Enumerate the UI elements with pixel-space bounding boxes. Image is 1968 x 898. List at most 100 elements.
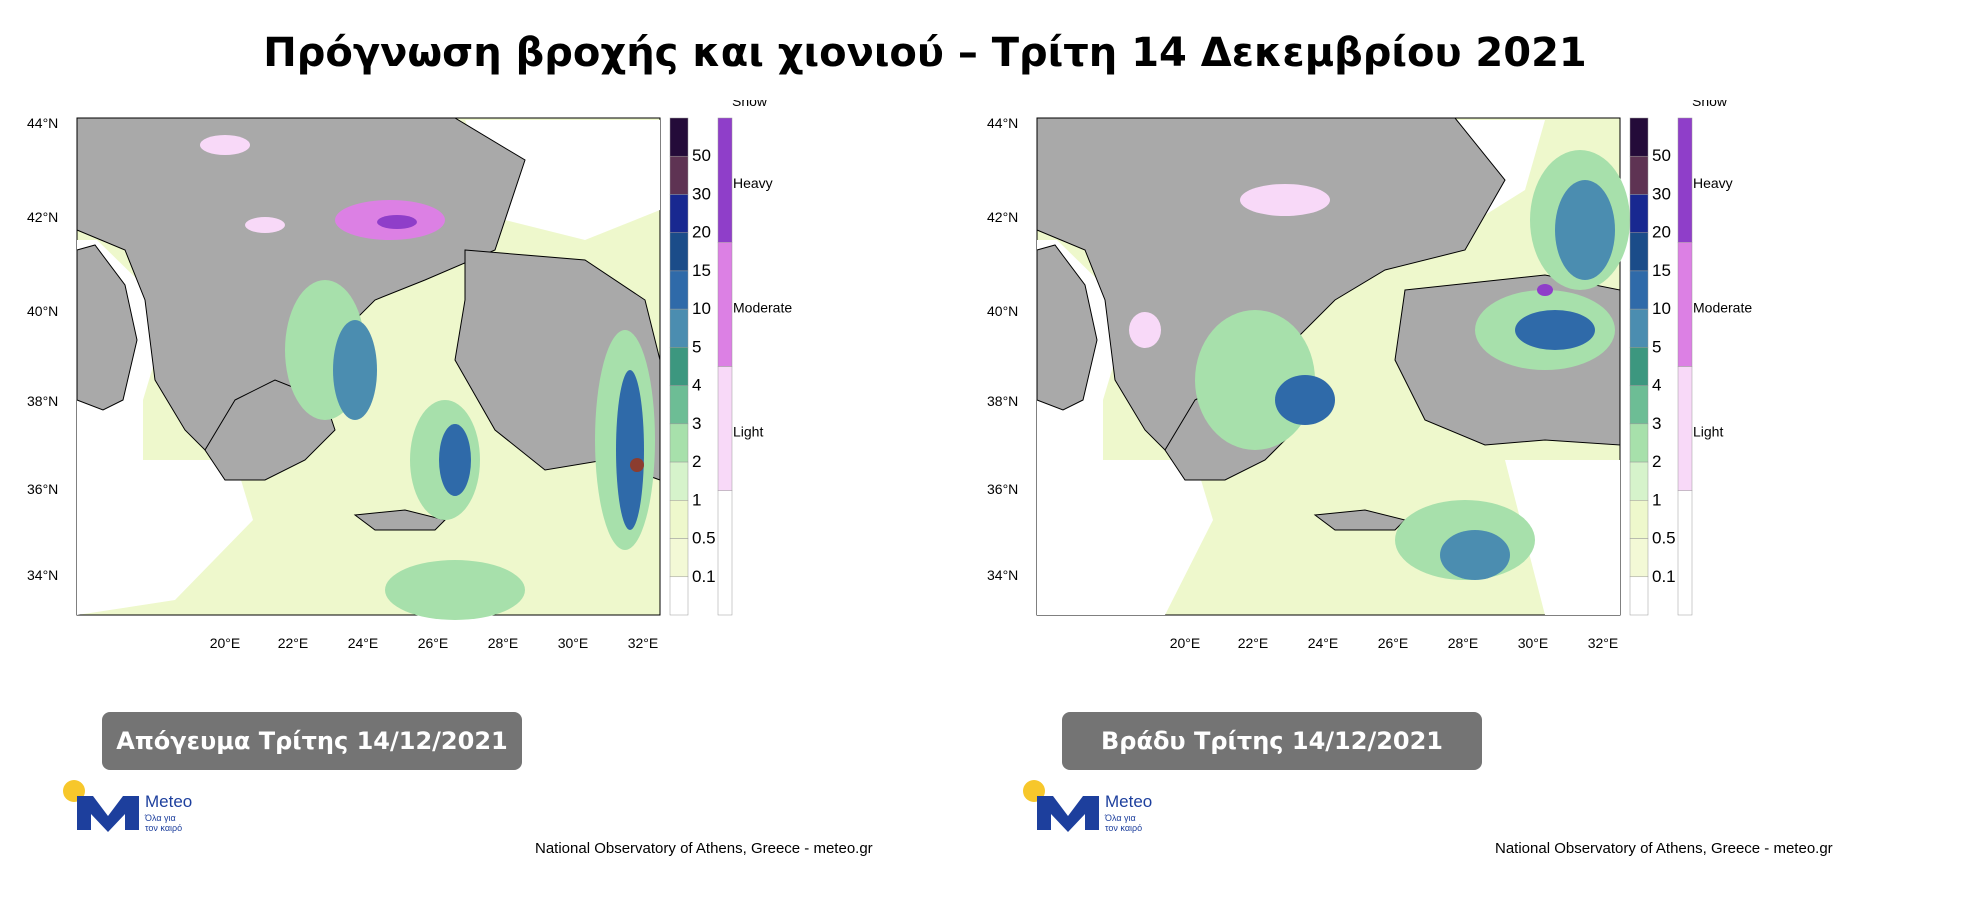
lat-label-36: 36°N	[27, 481, 58, 497]
lon-label-28: 28°E	[1448, 635, 1479, 651]
forecast-panel-afternoon: 44°N 42°N 40°N 38°N 36°N 34°N 20°E 22°E …	[25, 100, 995, 880]
logo-tagline-1: Όλα για	[145, 813, 176, 823]
lat-label-44: 44°N	[987, 115, 1018, 131]
rain-color-swatch	[1629, 538, 1649, 578]
credit-text: National Observatory of Athens, Greece -…	[1495, 840, 1833, 857]
rain-level-label: 30	[692, 184, 711, 203]
rain-color-swatch	[669, 500, 689, 539]
snow-scale-title: Snow	[732, 100, 768, 109]
time-badge: Βράδυ Τρίτης 14/12/2021	[1062, 712, 1482, 770]
lat-label-40: 40°N	[27, 303, 58, 319]
rain-color-swatch	[669, 385, 689, 425]
snow-level-label: Moderate	[1693, 299, 1752, 315]
latitude-labels: 44°N 42°N 40°N 38°N 36°N 34°N	[27, 115, 58, 583]
rain-colorbar: 50 30 20 15 10 5 4 3 2 1 0.5 0.1	[1629, 117, 1676, 616]
lon-label-20: 20°E	[1170, 635, 1201, 651]
rain-snow-map-afternoon: 44°N 42°N 40°N 38°N 36°N 34°N 20°E 22°E …	[27, 100, 792, 651]
rain-level-label: 3	[692, 414, 701, 433]
snow-level-label: Moderate	[733, 299, 792, 315]
rain-level-label: 0.1	[692, 567, 716, 586]
rain-level-label: 10	[692, 299, 711, 318]
snow-level-label: Heavy	[733, 175, 773, 191]
snow-color-swatch	[717, 490, 733, 616]
lon-label-32: 32°E	[1588, 635, 1619, 651]
rain-color-swatch	[669, 155, 689, 195]
snow-color-swatch	[1677, 242, 1693, 367]
lat-label-42: 42°N	[27, 209, 58, 225]
rain-level-label: 2	[692, 452, 701, 471]
rain-level-label: 1	[692, 490, 701, 509]
lon-label-26: 26°E	[418, 635, 449, 651]
rain-level-label: 10	[1652, 299, 1671, 318]
rain-level-label: 5	[692, 337, 701, 356]
snow-scale-title: Snow	[1692, 100, 1728, 109]
lat-label-38: 38°N	[27, 393, 58, 409]
rain-level-label: 20	[692, 223, 711, 242]
snow-color-swatch	[1677, 490, 1693, 616]
rain-snow-map-evening: 44°N 42°N 40°N 38°N 36°N 34°N 20°E 22°E …	[987, 100, 1752, 651]
rain-color-swatch	[1629, 270, 1649, 310]
lat-label-44: 44°N	[27, 115, 58, 131]
rain-level-label: 15	[1652, 261, 1671, 280]
rain-level-label: 15	[692, 261, 711, 280]
rain-level-label: 50	[692, 146, 711, 165]
snow-level-label: Heavy	[1693, 175, 1733, 191]
snow-level-label: Light	[1693, 424, 1723, 440]
meteo-logo: Meteo Όλα για τον καιρό	[1023, 780, 1173, 835]
rain-color-swatch	[669, 270, 689, 310]
lon-label-30: 30°E	[558, 635, 589, 651]
snow-level-label: Light	[733, 424, 763, 440]
logo-brand: Meteo	[1105, 792, 1153, 811]
lon-label-22: 22°E	[278, 635, 309, 651]
lat-label-34: 34°N	[27, 567, 58, 583]
snow-color-swatch	[1677, 117, 1693, 243]
rain-level-label: 0.5	[1652, 529, 1676, 548]
latitude-labels: 44°N 42°N 40°N 38°N 36°N 34°N	[987, 115, 1018, 583]
rain-colorbar: 50 30 20 15 10 5 4 3 2 1 0.5 0.1	[669, 117, 716, 616]
meteo-logo: Meteo Όλα για τον καιρό	[63, 780, 213, 835]
snow-colorbar: Snow Heavy Moderate Light	[1677, 100, 1752, 616]
rain-color-swatch	[1629, 385, 1649, 425]
forecast-panel-evening: 44°N 42°N 40°N 38°N 36°N 34°N 20°E 22°E …	[985, 100, 1955, 880]
lon-label-30: 30°E	[1518, 635, 1549, 651]
m-logo-icon	[77, 796, 139, 832]
rain-color-swatch	[669, 308, 689, 348]
rain-color-swatch	[669, 232, 689, 272]
credit-text: National Observatory of Athens, Greece -…	[535, 840, 873, 857]
rain-level-label: 4	[692, 376, 701, 395]
rain-level-label: 20	[1652, 223, 1671, 242]
lon-label-32: 32°E	[628, 635, 659, 651]
rain-color-swatch	[1629, 347, 1649, 386]
lat-label-40: 40°N	[987, 303, 1018, 319]
rain-color-swatch	[1629, 500, 1649, 539]
lon-label-26: 26°E	[1378, 635, 1409, 651]
snow-color-swatch	[1677, 366, 1693, 491]
rain-color-swatch	[1629, 576, 1649, 616]
rain-color-swatch	[1629, 232, 1649, 272]
lat-label-42: 42°N	[987, 209, 1018, 225]
lon-label-24: 24°E	[348, 635, 379, 651]
snow-color-swatch	[717, 242, 733, 367]
lon-label-28: 28°E	[488, 635, 519, 651]
rain-color-swatch	[1629, 461, 1649, 501]
rain-level-label: 3	[1652, 414, 1661, 433]
rain-color-swatch	[669, 576, 689, 616]
lat-label-38: 38°N	[987, 393, 1018, 409]
lon-label-24: 24°E	[1308, 635, 1339, 651]
rain-color-swatch	[669, 117, 689, 157]
rain-color-swatch	[669, 194, 689, 233]
logo-tagline-1: Όλα για	[1105, 813, 1136, 823]
rain-color-swatch	[669, 423, 689, 463]
lat-label-34: 34°N	[987, 567, 1018, 583]
snow-color-swatch	[717, 117, 733, 243]
rain-level-label: 0.5	[692, 529, 716, 548]
longitude-labels: 20°E 22°E 24°E 26°E 28°E 30°E 32°E	[210, 635, 659, 651]
rain-color-swatch	[1629, 308, 1649, 348]
time-badge: Απόγευμα Τρίτης 14/12/2021	[102, 712, 522, 770]
rain-level-label: 2	[1652, 452, 1661, 471]
rain-color-swatch	[669, 538, 689, 578]
rain-color-swatch	[1629, 423, 1649, 463]
snow-colorbar: Snow Heavy Moderate Light	[717, 100, 792, 616]
logo-tagline-2: τον καιρό	[1105, 823, 1143, 833]
lon-label-20: 20°E	[210, 635, 241, 651]
